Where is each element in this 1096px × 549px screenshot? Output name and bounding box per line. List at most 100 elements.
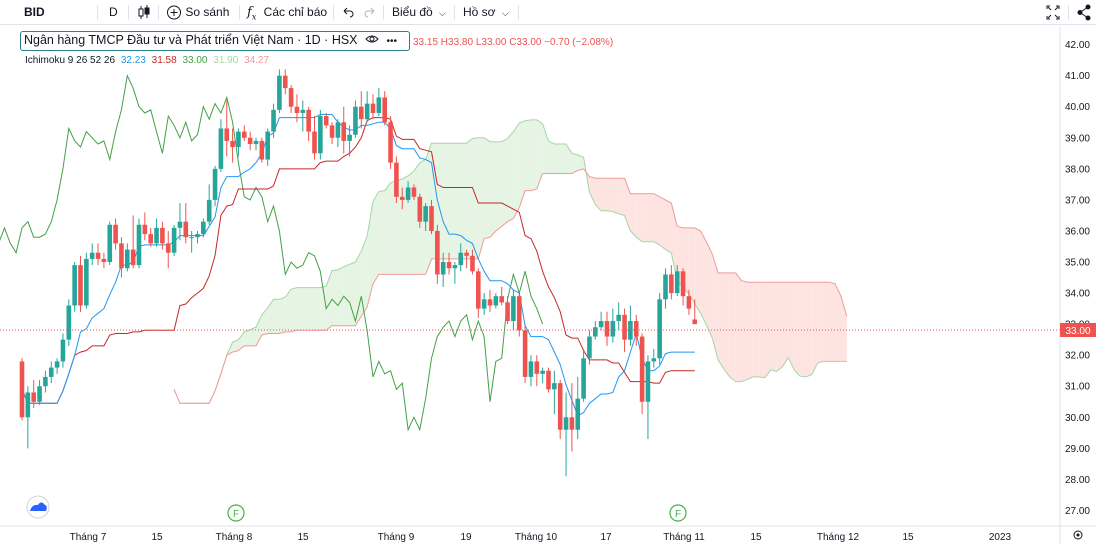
candle (37, 380, 42, 405)
cloud-segment (302, 287, 309, 331)
candlestick-icon[interactable] (137, 0, 151, 25)
cloud-segment (800, 282, 806, 377)
event-marker-f[interactable]: F (669, 504, 687, 522)
cloud-segment (419, 159, 426, 275)
candle-body (359, 106, 364, 120)
compare-button[interactable]: So sánh (166, 0, 229, 25)
candle-body (119, 243, 124, 269)
last-price-label: 33.00 (1065, 326, 1090, 337)
profile-menu[interactable]: Hồ sơ ⌵ (463, 0, 509, 25)
event-marker-label: F (233, 509, 239, 520)
ohlc-values: 33.15 H33.80 L33.00 C33.00 −0.70 (−2.08%… (413, 37, 613, 48)
candle (101, 252, 107, 269)
symbol-legend[interactable]: Ngân hàng TMCP Đầu tư và Phát triển Việt… (24, 33, 397, 47)
candle (282, 69, 288, 95)
indicators-button[interactable]: fx Các chỉ báo (247, 0, 327, 25)
cloud-logo-icon (30, 502, 47, 511)
candle (25, 386, 31, 449)
candle-body (686, 296, 692, 309)
candle-body (242, 131, 247, 138)
candle-body (125, 249, 130, 269)
candle-body (341, 122, 347, 141)
cloud-segment (232, 339, 239, 353)
candle (593, 321, 598, 340)
time-axis[interactable]: Tháng 7 15 Tháng 8 15 Tháng 9 19 Tháng 10 17 Thá… (70, 532, 1012, 543)
candle-body (277, 75, 282, 110)
cloud-segment (326, 270, 333, 331)
cloud-segment (402, 175, 409, 275)
cloud-segment (495, 141, 502, 231)
cloud-segment (601, 178, 607, 211)
candle-body (282, 75, 288, 89)
candle-body (212, 168, 218, 200)
fullscreen-icon[interactable] (1046, 0, 1060, 25)
candle (376, 88, 382, 117)
symbol-legend-box[interactable] (20, 31, 410, 51)
candle (552, 370, 557, 415)
price-tick-label: 42.00 (1065, 40, 1090, 51)
cloud-segment (244, 329, 251, 346)
candle (440, 252, 446, 287)
cloud-segment (706, 241, 713, 339)
ichimoku-legend[interactable]: Ichimoku 9 26 52 26 32.23 31.58 33.00 31… (25, 55, 269, 66)
toolbar-divider (454, 5, 455, 20)
candle (435, 224, 440, 284)
candle (493, 293, 499, 309)
candle (183, 203, 189, 244)
candle-body (499, 296, 504, 303)
candle (651, 348, 657, 368)
event-marker-f[interactable]: F (227, 504, 245, 522)
candle-body (43, 376, 48, 387)
interval-button[interactable]: D (109, 5, 118, 19)
chart-type-menu[interactable]: Biểu đồ ⌵ (392, 0, 446, 25)
toolbar-divider (158, 5, 159, 20)
tradingview-logo[interactable] (26, 495, 50, 519)
cloud-segment (647, 193, 654, 242)
candle-body (312, 131, 317, 154)
candle-body (66, 305, 72, 340)
candle (189, 230, 194, 253)
candle (417, 193, 423, 228)
time-tick-label: 15 (902, 532, 914, 543)
price-axis[interactable]: 42.00 41.00 40.00 39.00 38.00 37.00 36.00 35.00… (1065, 40, 1090, 517)
redo-icon[interactable] (363, 0, 377, 25)
candle (370, 94, 376, 120)
candle-body (189, 237, 194, 239)
undo-icon[interactable] (341, 0, 355, 25)
settings-icon[interactable] (1073, 530, 1083, 540)
candle (206, 184, 212, 225)
price-chart[interactable]: 42.00 41.00 40.00 39.00 38.00 37.00 36.00 35.00… (0, 26, 1096, 544)
eye-icon[interactable] (365, 33, 382, 47)
symbol-full-name: Ngân hàng TMCP Đầu tư và Phát triển Việt… (24, 33, 358, 47)
ichimoku-span-a-value: 31.90 (213, 55, 239, 66)
candle-body (84, 258, 89, 306)
candle (242, 125, 247, 141)
time-tick-label: 17 (600, 532, 612, 543)
candle-body (598, 321, 604, 328)
time-tick-label: Tháng 10 (515, 532, 558, 543)
price-tick-label: 31.00 (1065, 382, 1090, 393)
candle (557, 380, 563, 440)
price-tick-label: 32.00 (1065, 351, 1090, 362)
candle-body (563, 417, 569, 430)
candle-body (171, 227, 177, 253)
toolbar-divider (518, 5, 519, 20)
ichimoku-span-a-line (173, 119, 847, 404)
candle-body (136, 224, 142, 266)
candle-body (201, 221, 206, 235)
candle (31, 380, 36, 408)
candles-layer (19, 69, 698, 477)
share-icon[interactable] (1077, 0, 1091, 25)
time-tick-label: 15 (297, 532, 309, 543)
more-icon[interactable]: ••• (386, 36, 397, 47)
symbol-search[interactable]: BID (24, 5, 45, 19)
cloud-segment (823, 282, 830, 362)
candle-body (54, 361, 60, 368)
cloud-segment (805, 282, 812, 377)
add-circle-icon (167, 5, 181, 20)
cloud-segment (279, 296, 286, 334)
candle-body (593, 327, 598, 337)
candle (277, 69, 282, 113)
chart-background (0, 26, 1060, 526)
candle-body (165, 243, 171, 253)
